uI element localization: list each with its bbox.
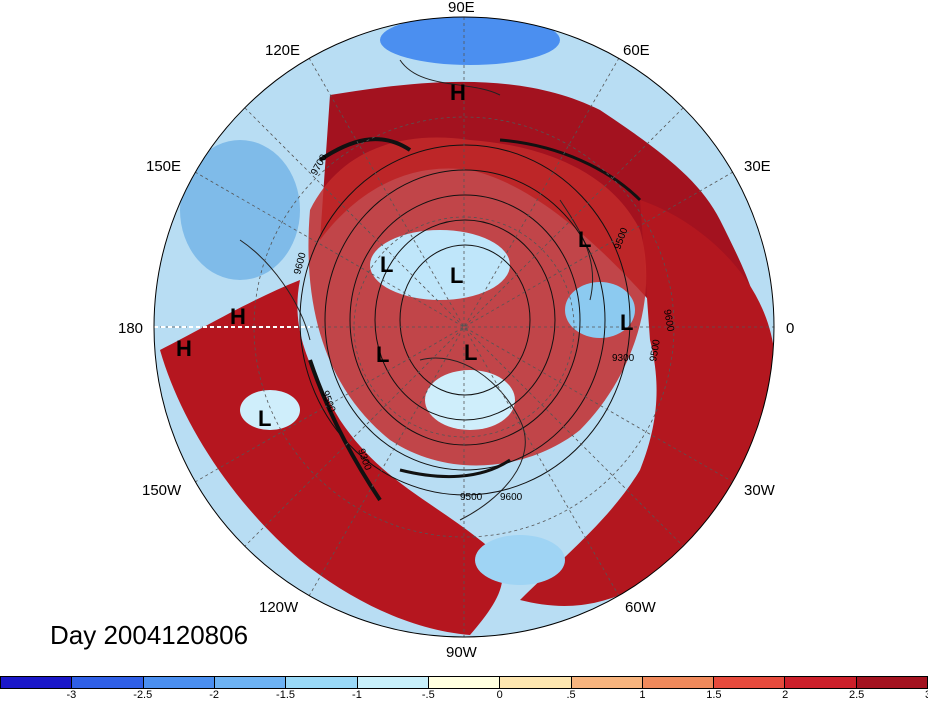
low-pressure-marker: L	[258, 406, 271, 431]
colorbar-tick-label: -1	[352, 689, 362, 701]
colorbar-tick-label: 1.5	[706, 689, 722, 701]
anomaly-field	[154, 17, 774, 637]
contour-label: 9500	[648, 338, 663, 362]
colorbar-swatch	[428, 677, 501, 688]
height-contours	[299, 137, 642, 502]
colorbar-tick-label: -2	[209, 689, 220, 701]
longitude-label: 0	[786, 320, 795, 337]
longitude-label: 90E	[448, 0, 475, 16]
colorbar-swatch	[856, 677, 928, 688]
colorbar-swatch	[785, 677, 857, 688]
colorbar-swatch	[143, 677, 215, 688]
colorbar-tick-label: 0	[496, 689, 503, 701]
longitude-label: 120W	[259, 599, 299, 616]
high-pressure-marker: H	[230, 304, 246, 329]
contour-label: 9300	[612, 353, 635, 364]
contour-label: 9500	[460, 492, 483, 503]
warm-region-arctic	[308, 137, 647, 466]
colorbar-tick-label: -.5	[421, 689, 435, 701]
contour-label: 9600	[661, 309, 676, 333]
high-pressure-marker: H	[176, 336, 192, 361]
high-pressure-marker: H	[450, 80, 466, 105]
longitude-label: 60E	[623, 42, 650, 59]
cool-patch-bering	[180, 140, 300, 280]
map-border	[153, 16, 775, 638]
low-pressure-marker: L	[376, 342, 389, 367]
cool-patch-canada	[425, 370, 515, 430]
colorbar-swatch	[357, 677, 429, 688]
colorbar-tick-label: .5	[566, 689, 576, 701]
longitude-label: 180	[118, 320, 144, 337]
date-label: Day 2004120806	[50, 620, 249, 650]
colorbar-swatch	[1, 677, 73, 688]
colorbar-swatch	[286, 677, 358, 688]
colorbar-tick-label: 3	[925, 689, 928, 701]
contour-label: 9600	[500, 492, 523, 503]
longitude-label: 30E	[744, 158, 771, 175]
longitude-label: 60W	[625, 599, 656, 616]
longitude-label: 90W	[446, 644, 477, 661]
coastline	[239, 59, 594, 521]
graticule	[154, 17, 774, 637]
colorbar-swatch	[571, 677, 643, 688]
warm-region-pacific	[160, 280, 503, 635]
colorbar-swatch	[500, 677, 572, 688]
cool-patch-gulf	[475, 535, 565, 585]
cool-patch-north	[380, 17, 560, 65]
colorbar-tick-label: -3	[66, 689, 77, 701]
colorbar-tick-label: 2	[782, 689, 789, 701]
low-pressure-marker: L	[380, 252, 393, 277]
low-pressure-marker: L	[578, 227, 591, 252]
colorbar-tick-label: 1	[639, 689, 646, 701]
low-pressure-marker: L	[450, 263, 463, 288]
longitude-label: 150E	[146, 158, 182, 175]
longitude-label: 120E	[265, 42, 301, 59]
colorbar-swatch	[642, 677, 715, 688]
longitude-label: 150W	[142, 482, 182, 499]
polar-map: H H H L L L L L L L 9700 9600 9500 9500 …	[153, 16, 775, 638]
colorbar-swatch	[714, 677, 786, 688]
low-pressure-marker: L	[464, 340, 477, 365]
warm-region-atlantic	[520, 200, 774, 606]
cool-patch-europe	[565, 282, 635, 338]
cool-patch-pacific	[240, 390, 300, 430]
low-pressure-marker: L	[620, 310, 633, 335]
colorbar	[0, 676, 928, 689]
colorbar-tick-label: -2.5	[133, 689, 153, 701]
colorbar-tick-label: 2.5	[848, 689, 865, 701]
colorbar-tick-label: -1.5	[276, 689, 296, 701]
colorbar-swatch	[72, 677, 144, 688]
longitude-label: 30W	[744, 482, 775, 499]
cool-patch-siberia	[370, 230, 510, 300]
colorbar-swatch	[214, 677, 287, 688]
